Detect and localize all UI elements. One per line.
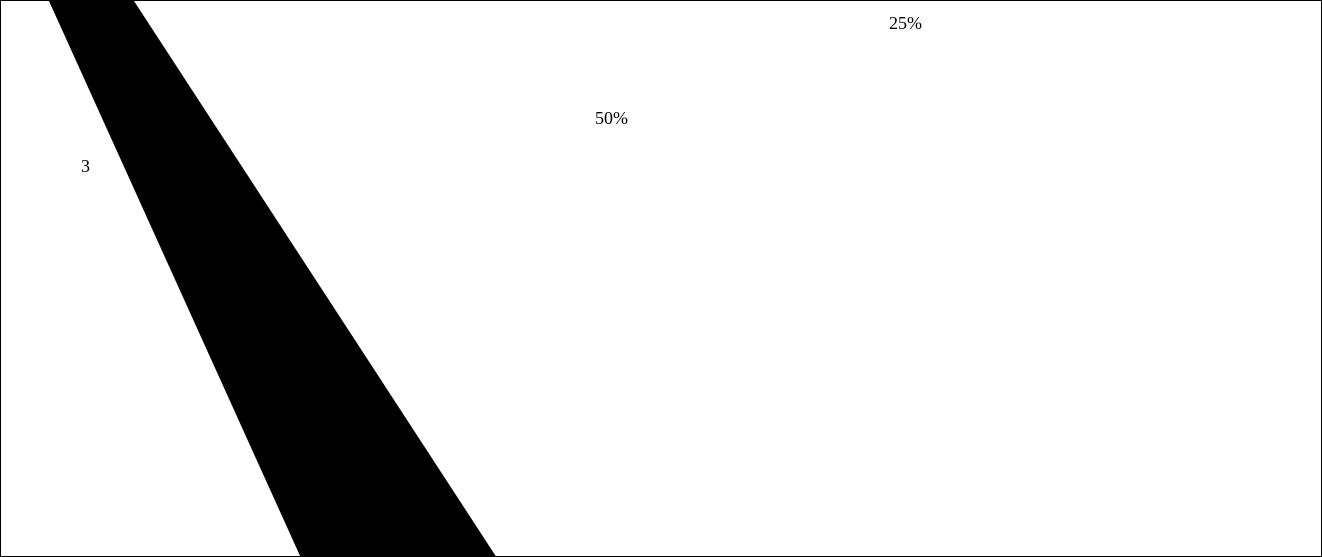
wedge-path	[49, 1, 496, 556]
label-25-percent: 25%	[889, 13, 922, 33]
label-50-percent: 50%	[595, 108, 628, 128]
label-digit: 3	[81, 156, 90, 176]
